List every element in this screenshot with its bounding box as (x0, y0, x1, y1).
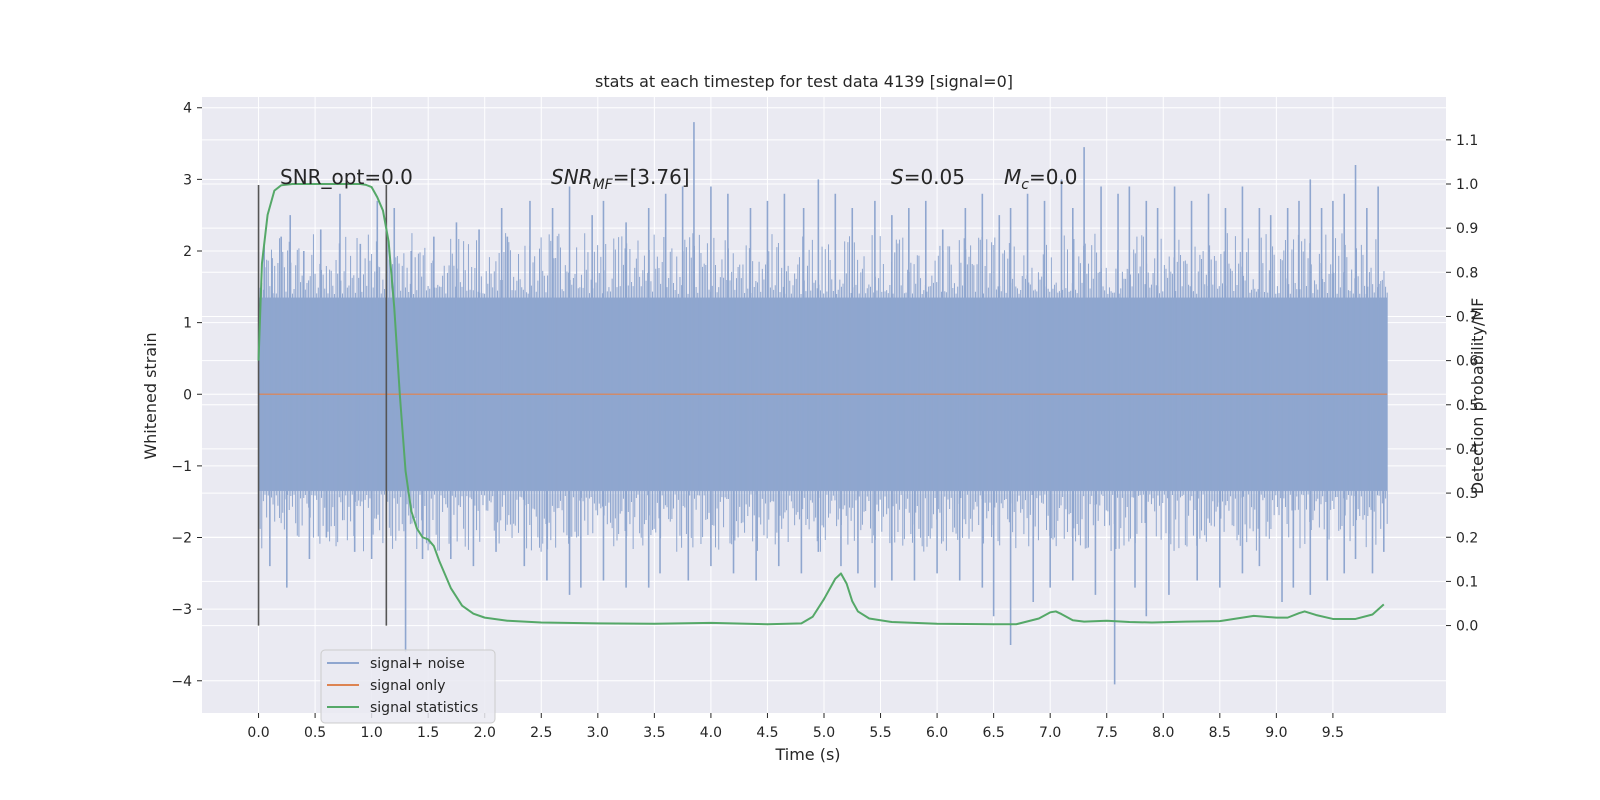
x-tick-label: 5.0 (813, 725, 835, 741)
x-tick-label: 8.0 (1152, 725, 1174, 741)
y-tick-label: 0 (183, 387, 192, 403)
y-tick-label: −3 (171, 602, 192, 618)
x-tick-label: 5.5 (869, 725, 891, 741)
snr-mf-value: =[3.76] (613, 165, 690, 189)
y2-tick-label: 0.4 (1456, 442, 1478, 458)
y-tick-label: 2 (183, 244, 192, 260)
x-tick-label: 0.5 (304, 725, 326, 741)
x-tick-label: 6.5 (983, 725, 1005, 741)
chart-title: stats at each timestep for test data 413… (595, 72, 1013, 91)
x-axis-title: Time (s) (774, 745, 840, 764)
x-tick-label: 3.5 (643, 725, 665, 741)
x-tick-label: 0.0 (247, 725, 269, 741)
y-tick-label: 3 (183, 172, 192, 188)
x-tick-label: 8.5 (1209, 725, 1231, 741)
y2-tick-label: 0.6 (1456, 354, 1478, 370)
vertical-markers (257, 184, 388, 626)
annotation-snr-opt: SNR_opt=0.0 (280, 165, 413, 189)
x-tick-label: 4.5 (756, 725, 778, 741)
y2-tick-label: 1.1 (1456, 133, 1478, 149)
s-value: =0.05 (904, 165, 965, 189)
mc-subscript: c (1021, 177, 1029, 193)
y-tick-label: −2 (171, 531, 192, 547)
x-tick-label: 4.0 (700, 725, 722, 741)
x-tick-label: 2.5 (530, 725, 552, 741)
legend-box (320, 649, 496, 724)
legend-label-stats: signal statistics (370, 700, 478, 716)
x-tick-label: 7.0 (1039, 725, 1061, 741)
x-tick-label: 9.5 (1322, 725, 1344, 741)
annotation-snr-mf: SNRMF=[3.76] (551, 165, 690, 193)
y2-tick-label: 0.1 (1456, 574, 1478, 590)
x-tick-label: 6.0 (926, 725, 948, 741)
y-tick-label: −1 (171, 459, 192, 475)
x-tick-label: 3.0 (587, 725, 609, 741)
y2-tick-label: 0.3 (1456, 486, 1478, 502)
mc-symbol: M (1004, 165, 1021, 189)
legend-label-signal: signal only (370, 678, 445, 694)
y-axis-right: 1.1 1.0 0.9 0.8 0.7 0.6 0.5 0.4 0.3 0.2 0.1 0.0 (1446, 133, 1478, 635)
y2-tick-label: 0.7 (1456, 309, 1478, 325)
y-axis-title: Whitened strain (141, 332, 160, 459)
y2-tick-label: 0.8 (1456, 265, 1478, 281)
x-tick-label: 2.0 (474, 725, 496, 741)
snr-mf-symbol: SNR (551, 165, 593, 189)
x-axis: 0.0 0.5 1.0 1.5 2.0 2.5 3.0 3.5 4.0 4.5 5.0 5.5 6.0 6… (247, 713, 1344, 741)
y2-tick-label: 1.0 (1456, 177, 1478, 193)
annotation-s: S=0.05 (891, 165, 965, 189)
y2-tick-label: 0.0 (1456, 619, 1478, 635)
x-tick-label: 1.5 (417, 725, 439, 741)
x-tick-label: 7.5 (1096, 725, 1118, 741)
snr-mf-subscript: MF (593, 177, 614, 193)
x-tick-label: 1.0 (361, 725, 383, 741)
y-axis-left: 4 3 2 1 0 −1 −2 −3 −4 (171, 101, 202, 690)
stats-line (257, 182, 1385, 626)
y2-tick-label: 0.9 (1456, 221, 1478, 237)
annotation-mc: Mc=0.0 (1004, 165, 1078, 193)
legend-label-noise: signal+ noise (370, 656, 465, 672)
y-tick-label: −4 (171, 674, 192, 690)
x-tick-label: 9.0 (1265, 725, 1287, 741)
y2-axis-title: Detection probability/MF (1468, 298, 1487, 495)
legend: signal+ noise signal only signal statist… (320, 649, 496, 724)
stats-series (257, 182, 1385, 626)
y2-tick-label: 0.5 (1456, 398, 1478, 414)
y-tick-label: 4 (183, 101, 192, 117)
s-symbol: S (891, 165, 904, 189)
mc-value: =0.0 (1029, 165, 1078, 189)
y2-tick-label: 0.2 (1456, 530, 1478, 546)
y-tick-label: 1 (183, 316, 192, 332)
noise-series (258, 122, 1388, 685)
